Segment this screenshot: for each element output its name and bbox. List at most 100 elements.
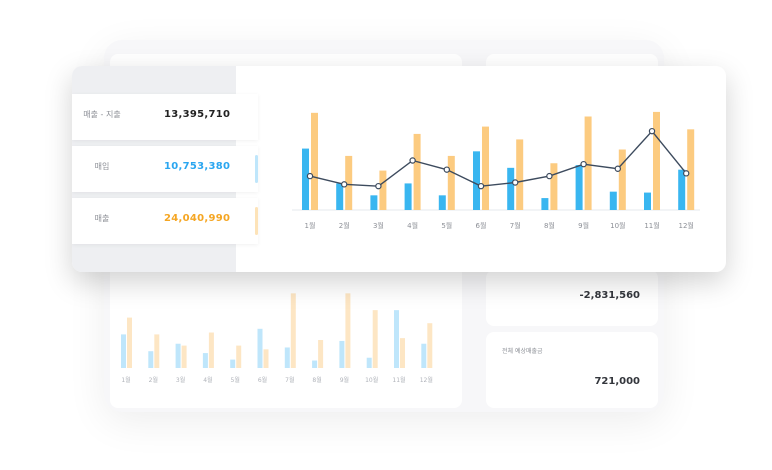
back-bar-sales-10 [372, 310, 378, 368]
bar-sales-6 [482, 126, 489, 210]
back-bar-sales-9 [345, 293, 351, 368]
back-bar-sales-2 [154, 334, 160, 368]
bar-purchase-5 [438, 195, 446, 210]
x-tick-label: 11월 [644, 221, 659, 230]
stat-row-net: 매출 - 지출 13,395,710 [72, 94, 258, 140]
x-tick-label: 12월 [679, 221, 694, 230]
back-x-tick-label: 12월 [420, 376, 433, 384]
net-point-1 [306, 172, 314, 180]
x-tick-label: 9월 [578, 221, 589, 230]
back-bar-purchase-11 [394, 310, 399, 368]
back-bar-sales-8 [318, 340, 324, 368]
net-point-12 [683, 170, 690, 177]
x-tick-label: 8월 [544, 221, 555, 230]
bar-purchase-3 [370, 195, 378, 210]
back-x-tick-label: 9월 [340, 376, 349, 384]
back-bar-purchase-12 [421, 343, 427, 368]
bar-purchase-7 [507, 167, 515, 210]
back-x-tick-label: 8월 [312, 376, 321, 384]
x-tick-label: 3월 [373, 221, 384, 230]
back-bar-sales-6 [263, 349, 269, 368]
back-bar-sales-11 [400, 338, 405, 368]
stat-label-net: 매출 - 지출 [83, 110, 121, 119]
x-tick-label: 4월 [407, 221, 418, 230]
back-x-tick-label: 3월 [176, 376, 185, 384]
net-point-3 [375, 182, 382, 190]
expected-sales-panel: 전체 예상매출금 721,000 [486, 332, 658, 408]
net-point-9 [580, 160, 587, 168]
bar-purchase-4 [404, 183, 412, 210]
x-tick-label: 1월 [305, 221, 316, 230]
net-point-6 [477, 182, 485, 190]
net-point-10 [614, 165, 621, 172]
bar-purchase-9 [575, 165, 583, 210]
back-x-tick-label: 2월 [149, 376, 158, 384]
bar-purchase-2 [336, 183, 344, 210]
bar-sales-3 [379, 170, 387, 210]
back-bar-sales-3 [181, 345, 187, 368]
expected-sales-value: 721,000 [594, 376, 640, 387]
back-bar-purchase-6 [257, 328, 263, 368]
x-tick-label: 6월 [476, 221, 487, 230]
net-point-11 [648, 127, 656, 135]
net-point-4 [409, 157, 416, 164]
back-bar-purchase-8 [312, 360, 318, 368]
x-tick-label: 2월 [339, 221, 350, 230]
bar-purchase-12 [678, 169, 686, 210]
summary-chart-card: 매출 - 지출 13,395,710 매입 10,753,380 매출 24,0… [72, 66, 726, 272]
back-bar-sales-5 [236, 345, 242, 368]
net-point-2 [341, 181, 348, 188]
stat-label-sales: 매출 [94, 214, 110, 223]
back-x-tick-label: 1월 [121, 376, 130, 384]
back-bar-sales-4 [208, 332, 214, 368]
bar-sales-12 [687, 129, 695, 210]
back-bar-sales-7 [290, 293, 296, 368]
expected-sales-label: 전체 예상매출금 [502, 348, 543, 355]
back-x-tick-label: 7월 [285, 376, 294, 384]
back-bar-purchase-7 [284, 347, 290, 368]
back-bar-purchase-2 [148, 351, 154, 368]
x-tick-label: 5월 [441, 221, 452, 230]
stat-label-purchase: 매입 [94, 162, 110, 171]
net-line [309, 130, 687, 187]
bar-sales-1 [311, 112, 318, 210]
stat-value-net: 13,395,710 [164, 109, 231, 120]
bar-sales-4 [413, 133, 421, 210]
bar-sales-2 [345, 155, 353, 210]
back-bar-sales-12 [427, 323, 433, 368]
purchase-edge-marker [255, 155, 258, 183]
monthly-bar-line-chart: 1월 2월 3월 4월 5월 6월 7월 8월 9월 10월 11월 12월 [292, 111, 700, 230]
bar-purchase-8 [541, 198, 549, 210]
net-point-7 [511, 179, 519, 186]
bar-sales-5 [447, 155, 455, 210]
bar-sales-11 [653, 111, 660, 210]
bar-purchase-11 [644, 192, 651, 210]
back-bar-purchase-9 [339, 340, 345, 368]
back-x-tick-label: 6월 [258, 376, 267, 384]
bar-purchase-1 [302, 148, 309, 210]
net-point-8 [546, 172, 553, 180]
back-x-tick-label: 4월 [203, 376, 212, 384]
back-bar-purchase-3 [175, 343, 181, 368]
back-bar-sales-1 [127, 317, 132, 368]
back-x-tick-label: 11월 [392, 376, 405, 384]
stat-row-purchase: 매입 10,753,380 [72, 146, 258, 192]
bar-purchase-6 [473, 151, 480, 210]
back-bar-purchase-1 [121, 334, 126, 368]
back-bar-purchase-4 [202, 353, 208, 368]
stat-value-purchase: 10,753,380 [164, 161, 231, 172]
balance-panel: -2,831,560 [486, 270, 658, 326]
bar-purchase-10 [609, 191, 617, 210]
back-bar-chart: 1월 2월 3월 4월 5월 6월 7월 8월 9월 10월 11월 12월 [121, 293, 433, 384]
balance-value: -2,831,560 [579, 290, 640, 301]
net-point-5 [443, 166, 450, 173]
sales-edge-marker [255, 207, 258, 235]
bar-sales-9 [584, 116, 592, 210]
back-x-tick-label: 5월 [231, 376, 240, 384]
bar-sales-8 [550, 163, 558, 210]
bar-sales-7 [516, 139, 524, 210]
stat-value-sales: 24,040,990 [164, 213, 231, 224]
back-x-tick-label: 10월 [365, 376, 378, 384]
bar-sales-10 [618, 149, 626, 210]
stat-row-sales: 매출 24,040,990 [72, 198, 258, 244]
